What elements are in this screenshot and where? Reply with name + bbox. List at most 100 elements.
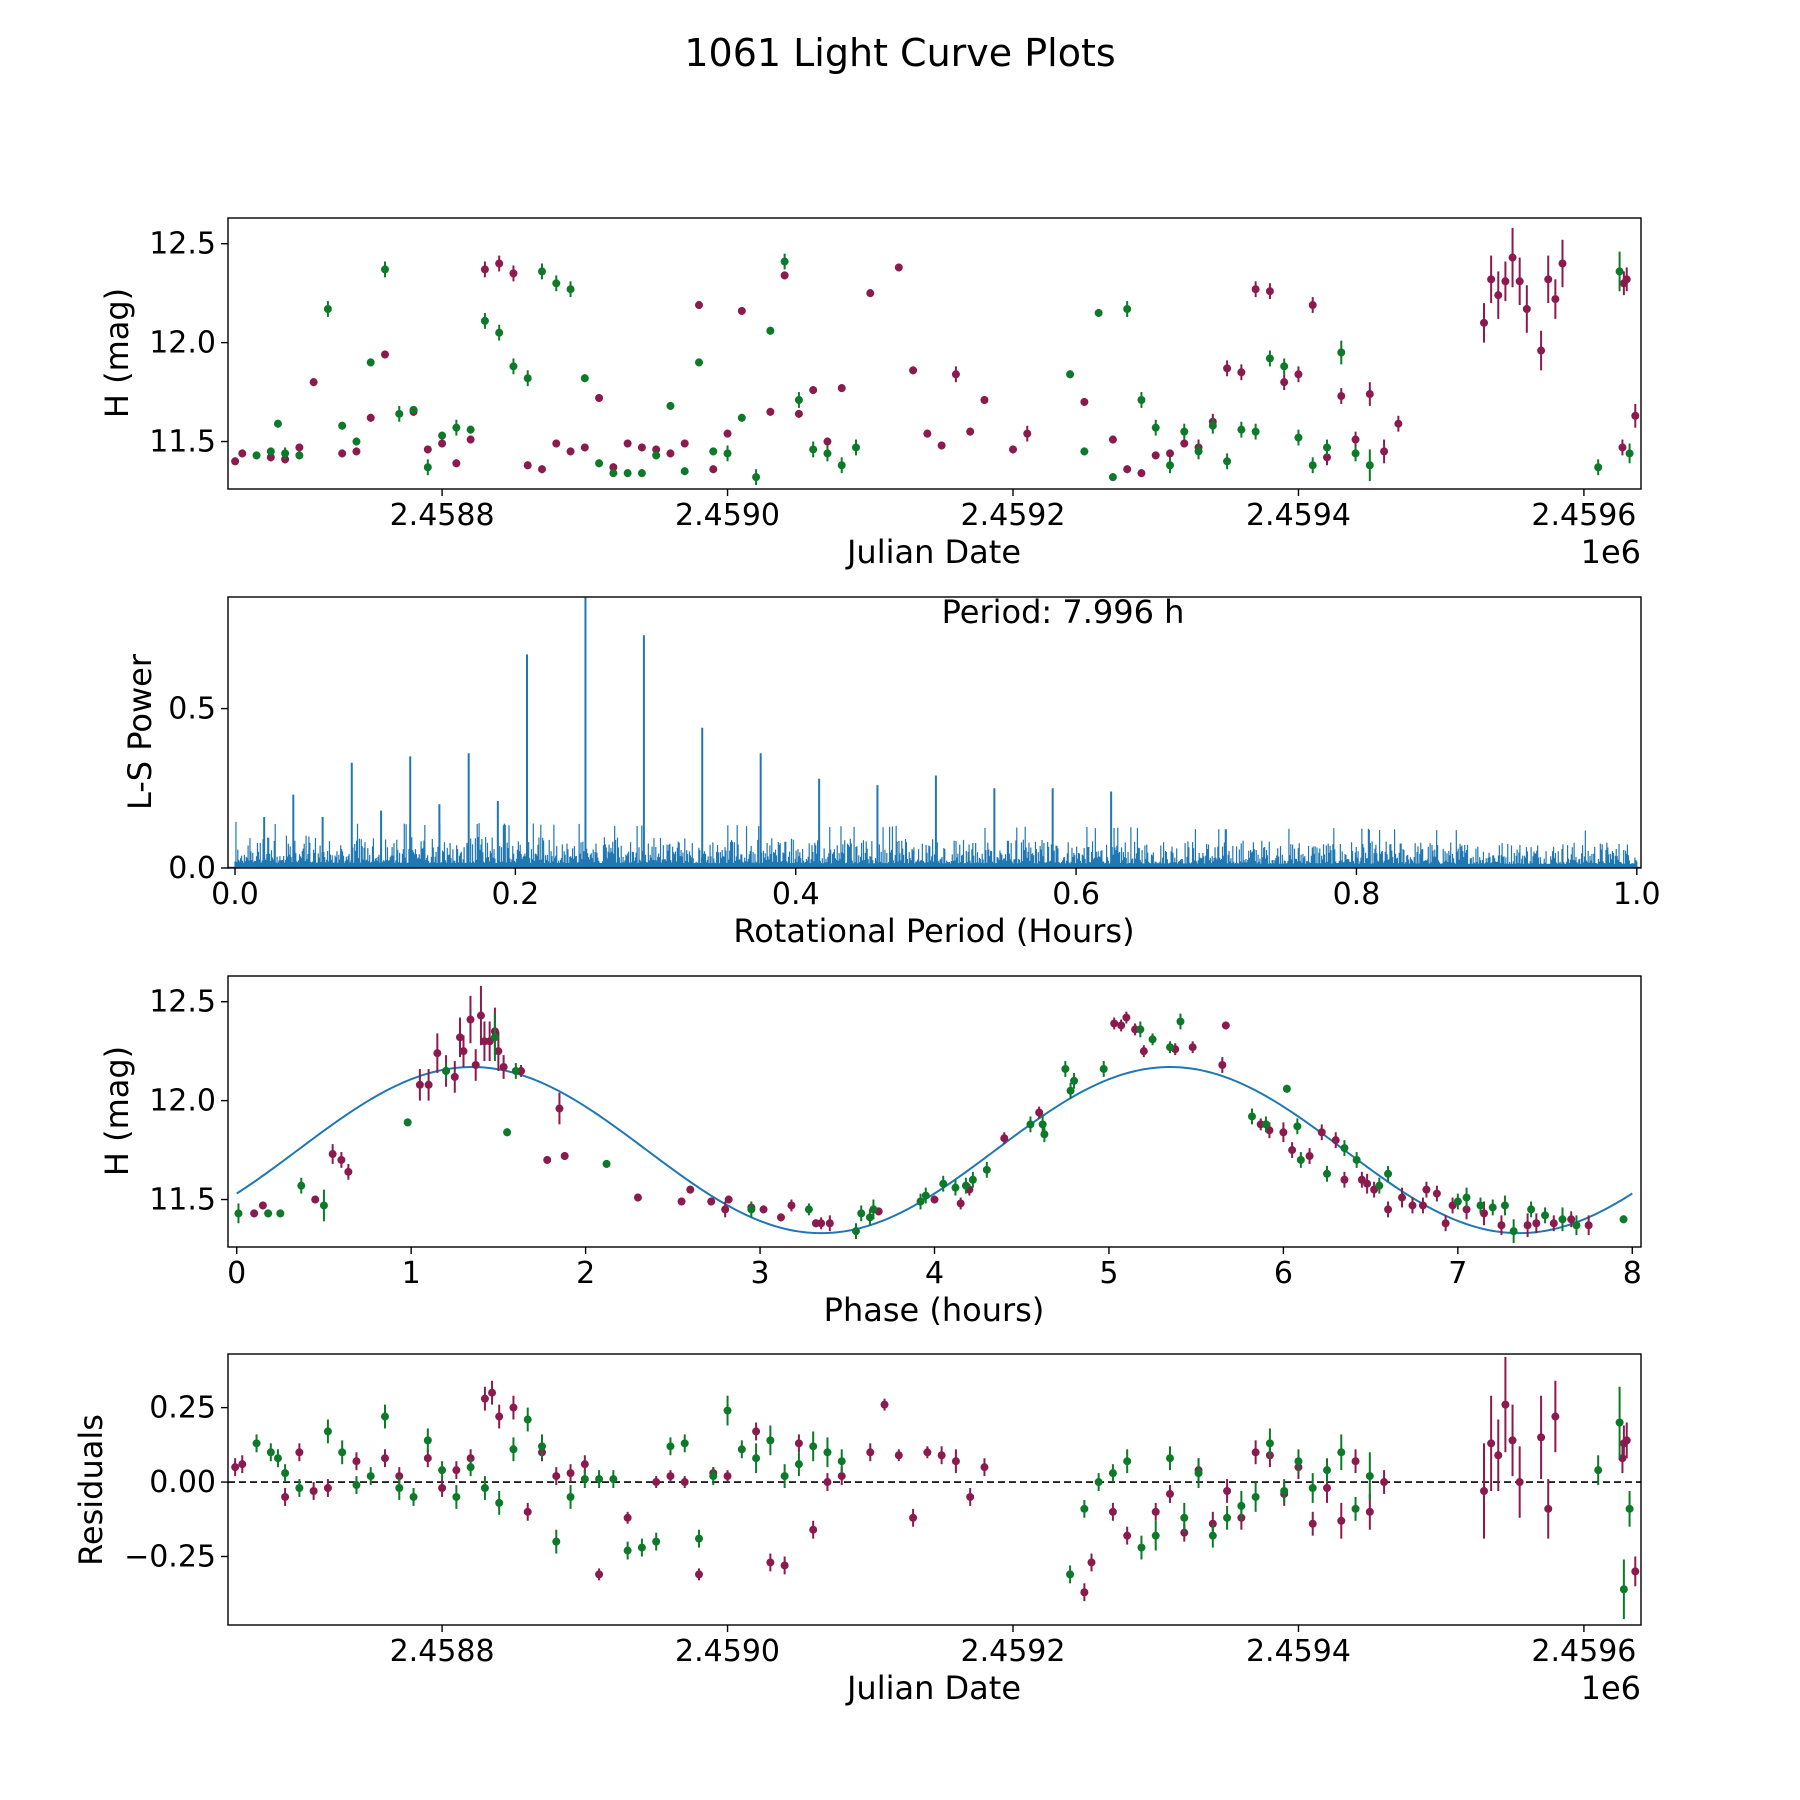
data-point <box>1108 473 1117 482</box>
data-point <box>311 1195 320 1204</box>
fit-curve <box>236 1066 1633 1235</box>
data-point <box>1523 1221 1532 1230</box>
data-point <box>424 1080 433 1089</box>
data-point <box>1223 1486 1232 1495</box>
data-point <box>956 1199 965 1208</box>
data-point <box>1166 449 1174 458</box>
data-point <box>1122 1013 1131 1022</box>
data-point <box>780 1472 789 1481</box>
data-point <box>466 1015 475 1024</box>
data-point <box>1494 291 1503 300</box>
data-point <box>1265 354 1274 363</box>
data-point <box>1137 1543 1146 1552</box>
data-point <box>273 419 282 428</box>
data-point <box>766 407 775 416</box>
data-point <box>1117 1021 1126 1030</box>
data-point <box>623 1513 632 1522</box>
data-point <box>1061 1064 1070 1073</box>
data-point <box>794 409 803 418</box>
data-point <box>281 1492 290 1501</box>
y-tick-label: 0.0 <box>168 851 216 886</box>
data-point <box>366 413 375 422</box>
figure-title: 1061 Light Curve Plots <box>684 31 1115 75</box>
data-point <box>1558 1215 1567 1224</box>
data-point <box>295 1484 304 1493</box>
y-tick-label: 0.00 <box>149 1465 216 1500</box>
data-point <box>1279 1128 1288 1137</box>
data-point <box>1166 461 1174 470</box>
data-point <box>1180 427 1189 436</box>
data-point <box>937 1451 946 1460</box>
data-point <box>837 1457 846 1466</box>
data-point <box>609 463 618 472</box>
folded-x-label: Phase (hours) <box>824 1291 1045 1329</box>
data-point <box>909 366 918 375</box>
data-point <box>951 1457 960 1466</box>
data-point <box>580 1460 589 1469</box>
data-point <box>1208 421 1217 430</box>
x-tick-label: 0.0 <box>211 877 259 912</box>
data-point <box>295 443 304 452</box>
x-tick-label: 2.4592 <box>961 1634 1066 1669</box>
data-point <box>1331 1136 1340 1145</box>
data-point <box>323 1427 332 1436</box>
data-point <box>1462 1205 1471 1214</box>
data-point <box>552 1472 561 1481</box>
data-point <box>721 1205 730 1214</box>
data-point <box>495 1498 504 1507</box>
data-point <box>1265 1439 1274 1448</box>
data-point <box>776 1213 785 1222</box>
data-point <box>637 443 646 452</box>
data-point <box>982 1165 991 1174</box>
data-point <box>968 1175 977 1184</box>
lightcurve-offset-label: 1e6 <box>1581 533 1641 571</box>
data-point <box>1365 461 1374 470</box>
data-point <box>1223 364 1232 373</box>
data-point <box>1151 451 1160 460</box>
data-point <box>1026 1120 1035 1129</box>
x-tick-label: 2.4588 <box>390 498 495 533</box>
data-point <box>543 1155 552 1164</box>
data-point <box>1237 1501 1246 1510</box>
data-point <box>1625 449 1634 458</box>
data-point <box>509 269 518 278</box>
data-point <box>1136 1025 1145 1034</box>
data-point <box>1631 411 1640 420</box>
data-point <box>1176 1017 1185 1026</box>
data-point <box>344 1167 353 1176</box>
data-point <box>766 1558 775 1567</box>
data-point <box>1251 285 1260 294</box>
data-point <box>595 394 604 403</box>
x-tick-label: 5 <box>1099 1256 1118 1291</box>
data-point <box>707 1197 716 1206</box>
data-point <box>937 441 946 450</box>
data-point <box>433 1049 442 1058</box>
data-point <box>1422 1185 1431 1194</box>
data-point <box>352 1481 361 1490</box>
data-point <box>1280 1486 1289 1495</box>
data-point <box>1094 308 1103 317</box>
residuals-ticks: 2.4588 2.4590 2.4592 2.4594 2.4596 −0.25 0.00 0… <box>124 1391 1636 1669</box>
x-tick-label: 0.2 <box>492 877 540 912</box>
data-point <box>338 1448 347 1457</box>
data-point <box>909 1513 918 1522</box>
data-point <box>452 1466 461 1475</box>
data-point <box>823 1478 832 1487</box>
data-point <box>1040 1130 1049 1139</box>
data-point <box>966 1492 975 1501</box>
data-point <box>466 1463 475 1472</box>
data-point <box>252 451 261 460</box>
data-point <box>680 439 689 448</box>
data-point <box>677 1197 686 1206</box>
lightcurve-frame <box>227 217 1642 490</box>
data-point <box>1123 1531 1132 1540</box>
data-point <box>295 451 304 460</box>
data-point <box>490 1033 499 1042</box>
data-point <box>352 437 361 446</box>
data-point <box>580 443 589 452</box>
data-point <box>794 1439 803 1448</box>
data-point <box>1080 447 1089 456</box>
data-point <box>552 1537 561 1546</box>
data-point <box>1099 1064 1108 1073</box>
data-point <box>652 1537 661 1546</box>
